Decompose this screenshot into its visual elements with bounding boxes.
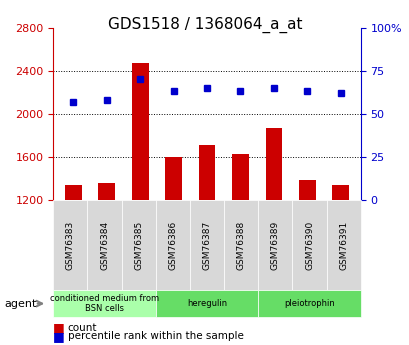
Text: GSM76390: GSM76390 [304,220,313,269]
Text: GSM76387: GSM76387 [202,220,211,269]
Text: conditioned medium from
BSN cells: conditioned medium from BSN cells [50,294,159,313]
Bar [265,128,281,200]
Text: ■: ■ [53,330,65,343]
Bar [231,154,248,200]
Bar [98,183,115,200]
Text: GSM76385: GSM76385 [134,220,143,269]
Bar [65,185,81,200]
Bar [165,157,182,200]
Text: GSM76383: GSM76383 [66,220,75,269]
Text: GSM76389: GSM76389 [270,220,279,269]
Text: count: count [67,323,97,333]
Text: GDS1518 / 1368064_a_at: GDS1518 / 1368064_a_at [108,17,301,33]
Text: GSM76388: GSM76388 [236,220,245,269]
Bar [198,145,215,200]
Bar [332,185,348,200]
Text: heregulin: heregulin [187,299,227,308]
Text: ■: ■ [53,321,65,334]
Bar [298,180,315,200]
Text: agent: agent [4,299,36,308]
Text: GSM76386: GSM76386 [168,220,177,269]
Text: GSM76391: GSM76391 [338,220,347,269]
Text: pleiotrophin: pleiotrophin [283,299,334,308]
Text: percentile rank within the sample: percentile rank within the sample [67,332,243,341]
Bar [132,63,148,200]
Text: GSM76384: GSM76384 [100,220,109,269]
